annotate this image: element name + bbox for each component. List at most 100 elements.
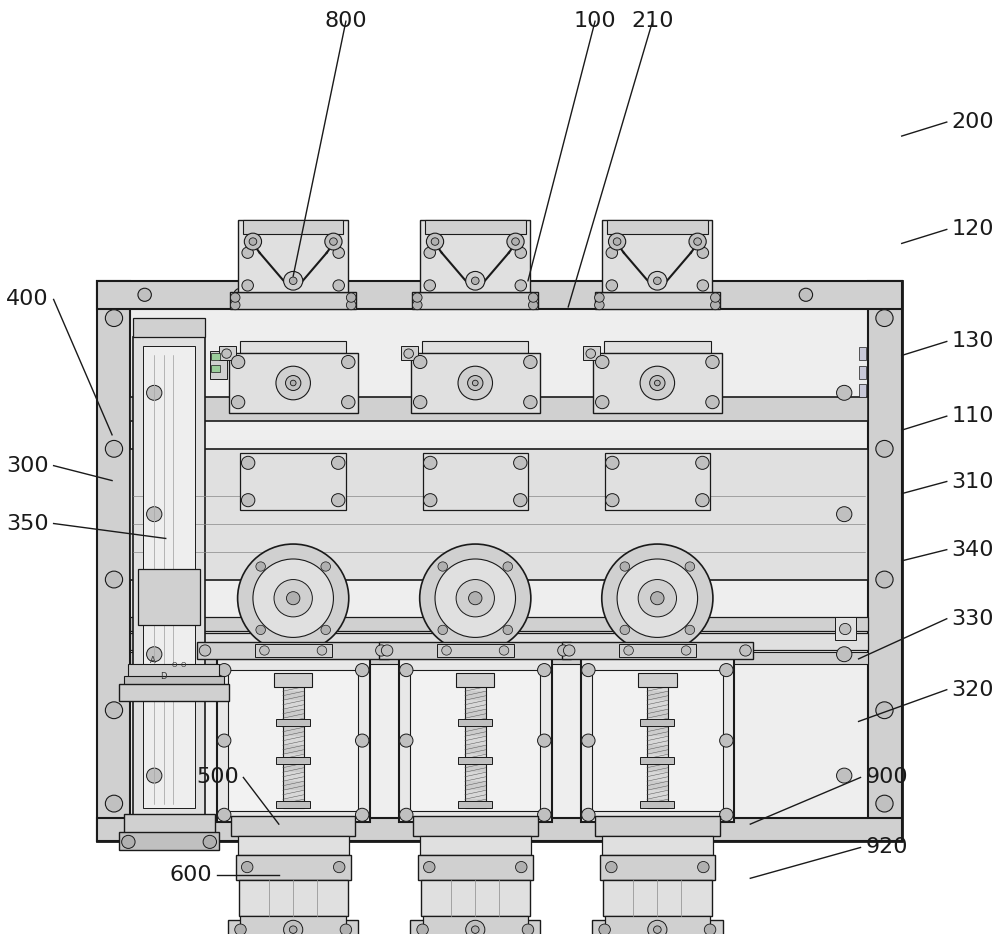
Circle shape <box>582 808 595 821</box>
Circle shape <box>602 544 713 653</box>
Text: 300: 300 <box>6 455 49 476</box>
Bar <box>283 700 304 710</box>
Bar <box>465 683 486 691</box>
Bar <box>640 757 674 764</box>
Bar <box>283 745 304 755</box>
Bar <box>465 710 486 718</box>
Bar <box>130 397 868 421</box>
Circle shape <box>651 592 664 605</box>
Circle shape <box>456 580 494 617</box>
Circle shape <box>648 920 667 935</box>
Bar <box>647 763 668 772</box>
Circle shape <box>381 645 393 656</box>
Circle shape <box>276 367 310 400</box>
Bar <box>197 642 389 659</box>
Circle shape <box>413 355 427 368</box>
Text: O: O <box>171 662 177 669</box>
Circle shape <box>799 288 813 301</box>
Circle shape <box>330 237 337 245</box>
Bar <box>130 449 868 580</box>
Circle shape <box>355 808 369 821</box>
Bar <box>465 736 486 745</box>
Circle shape <box>235 924 246 935</box>
Circle shape <box>260 646 269 655</box>
Bar <box>458 719 492 726</box>
Circle shape <box>596 396 609 409</box>
Bar <box>603 880 712 915</box>
Bar <box>605 453 710 510</box>
Bar <box>283 782 304 790</box>
Bar <box>592 670 723 811</box>
Bar <box>128 664 219 678</box>
Bar <box>835 617 856 640</box>
Bar <box>602 220 712 292</box>
Circle shape <box>355 664 369 677</box>
Text: 210: 210 <box>631 11 674 31</box>
Bar <box>276 719 310 726</box>
Bar <box>420 836 531 855</box>
Circle shape <box>138 288 151 301</box>
Circle shape <box>528 300 538 309</box>
Circle shape <box>400 808 413 821</box>
Circle shape <box>696 456 709 469</box>
Circle shape <box>650 376 665 391</box>
Circle shape <box>426 233 444 250</box>
Circle shape <box>342 396 355 409</box>
Bar <box>465 745 486 755</box>
Circle shape <box>325 233 342 250</box>
Bar <box>230 292 356 309</box>
Bar <box>647 718 668 727</box>
Circle shape <box>458 367 493 400</box>
Text: O: O <box>181 662 186 669</box>
Text: 310: 310 <box>952 471 994 492</box>
Bar <box>236 855 351 880</box>
Circle shape <box>466 271 485 290</box>
Circle shape <box>711 300 720 309</box>
Circle shape <box>720 734 733 747</box>
Circle shape <box>654 381 660 386</box>
Circle shape <box>697 280 709 291</box>
Text: 350: 350 <box>6 513 49 534</box>
Bar <box>423 915 528 935</box>
Circle shape <box>720 808 733 821</box>
Circle shape <box>599 924 610 935</box>
Circle shape <box>606 280 618 291</box>
Bar <box>238 220 348 292</box>
Text: 120: 120 <box>952 220 994 239</box>
Circle shape <box>466 920 485 935</box>
Circle shape <box>469 592 482 605</box>
Circle shape <box>425 288 439 301</box>
Text: 330: 330 <box>952 609 994 628</box>
Bar <box>859 384 866 397</box>
Circle shape <box>231 396 245 409</box>
Circle shape <box>468 376 483 391</box>
Circle shape <box>234 288 247 301</box>
Circle shape <box>217 808 231 821</box>
Bar <box>413 815 538 836</box>
Circle shape <box>199 645 211 656</box>
Bar <box>274 673 312 687</box>
Bar <box>119 684 229 701</box>
Bar <box>412 292 538 309</box>
Text: 110: 110 <box>952 406 994 426</box>
Bar <box>647 782 668 790</box>
Bar <box>647 799 668 808</box>
Circle shape <box>241 456 255 469</box>
Circle shape <box>606 861 617 872</box>
Bar <box>465 700 486 710</box>
Circle shape <box>290 381 296 386</box>
Bar <box>619 644 696 657</box>
Circle shape <box>424 861 435 872</box>
Bar <box>425 220 526 234</box>
Bar <box>607 220 708 234</box>
Bar <box>411 352 540 413</box>
Bar <box>458 801 492 808</box>
Circle shape <box>503 626 513 635</box>
Bar <box>647 755 668 763</box>
Bar <box>465 691 486 700</box>
Bar <box>562 642 753 659</box>
Bar <box>595 292 720 309</box>
Circle shape <box>582 734 595 747</box>
Circle shape <box>620 562 630 571</box>
Text: 100: 100 <box>574 11 616 31</box>
